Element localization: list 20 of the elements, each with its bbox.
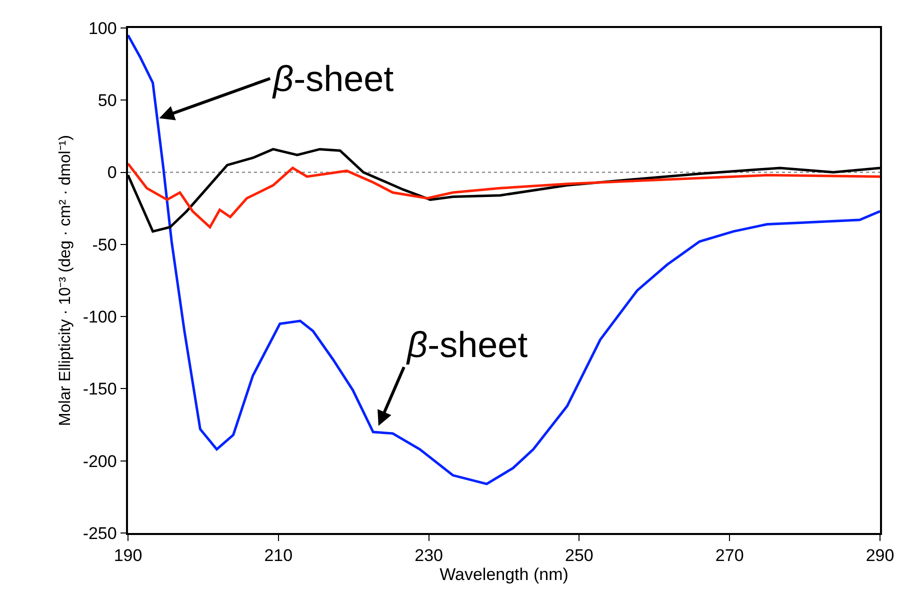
y-axis-title: Molar Ellipticity · 10⁻³ (deg · cm² · dmol⁻¹) xyxy=(57,135,74,426)
x-tick-label: 270 xyxy=(715,546,744,566)
x-tick-label: 210 xyxy=(264,546,293,566)
y-tick-label: -200 xyxy=(82,452,117,471)
y-tick-label: 50 xyxy=(98,91,117,110)
y-tick-label: -100 xyxy=(82,308,117,327)
x-tick-label: 190 xyxy=(114,546,142,566)
line-series xyxy=(128,34,880,486)
x-tick-label: 230 xyxy=(414,546,443,566)
annotation: β-sheet xyxy=(272,58,394,99)
x-axis-title: Wavelength (nm) xyxy=(440,565,568,584)
y-tick-label: -50 xyxy=(92,235,117,254)
y-tick-label: 100 xyxy=(88,18,117,38)
y-tick-label: -150 xyxy=(82,380,117,399)
y-tick-label: -250 xyxy=(82,524,117,543)
y-tick-label: 0 xyxy=(107,163,117,182)
x-tick-label: 290 xyxy=(866,546,894,566)
x-tick-label: 250 xyxy=(565,546,594,566)
line-series xyxy=(128,162,880,228)
annotation: β-sheet xyxy=(406,324,528,365)
